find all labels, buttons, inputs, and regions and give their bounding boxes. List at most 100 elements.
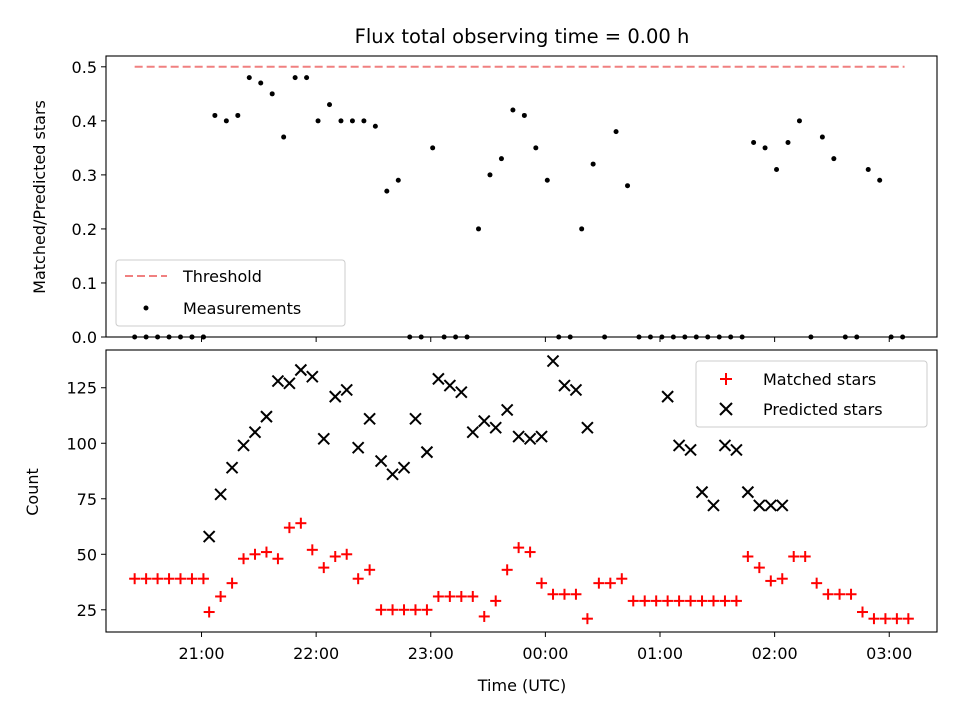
predicted-star-marker xyxy=(764,499,778,512)
bottom-y-tick-label: 100 xyxy=(66,434,97,453)
matched-star-marker xyxy=(856,606,868,618)
matched-star-marker xyxy=(129,573,141,585)
predicted-star-marker xyxy=(512,430,525,443)
matched-star-marker xyxy=(730,595,742,607)
measurement-point xyxy=(762,145,768,151)
predicted-star-marker xyxy=(443,379,457,392)
top-y-tick-label: 0.3 xyxy=(72,166,97,185)
predicted-star-marker xyxy=(202,530,216,543)
measurement-point xyxy=(877,177,883,183)
predicted-legend-marker xyxy=(719,402,733,416)
predicted-legend-label: Predicted stars xyxy=(763,400,883,419)
measurement-point xyxy=(590,161,596,167)
matched-star-marker xyxy=(891,613,903,625)
top-y-tick-label: 0.0 xyxy=(72,328,97,347)
predicted-star-marker xyxy=(351,441,365,454)
predicted-star-marker xyxy=(535,430,548,443)
matched-star-marker xyxy=(845,588,857,600)
measurement-point xyxy=(258,80,264,86)
matched-star-marker xyxy=(387,604,399,616)
measurement-point xyxy=(349,118,355,124)
measurement-point xyxy=(372,123,378,129)
predicted-star-marker xyxy=(455,385,468,399)
matched-star-marker xyxy=(513,542,525,554)
matched-star-marker xyxy=(140,573,152,585)
matched-star-marker xyxy=(524,546,536,558)
predicted-star-marker xyxy=(753,499,766,512)
bottom-y-tick-label: 50 xyxy=(77,545,97,564)
predicted-star-marker xyxy=(776,499,789,512)
matched-star-marker xyxy=(260,546,272,558)
matched-legend-label: Matched stars xyxy=(763,370,876,389)
predicted-star-marker xyxy=(248,425,262,439)
measurement-point xyxy=(327,102,333,108)
matched-star-marker xyxy=(765,575,777,587)
measurements-legend-marker xyxy=(143,305,149,311)
matched-star-marker xyxy=(650,595,662,607)
predicted-star-marker xyxy=(581,421,594,434)
predicted-star-marker xyxy=(478,414,491,428)
predicted-star-marker xyxy=(489,421,502,434)
matched-star-marker xyxy=(834,588,846,600)
matched-star-marker xyxy=(868,613,880,625)
matched-star-marker xyxy=(295,517,307,529)
matched-star-marker xyxy=(719,595,731,607)
predicted-star-marker xyxy=(672,439,686,452)
predicted-star-marker xyxy=(225,461,239,474)
matched-star-marker xyxy=(547,588,559,600)
x-tick-label: 22:00 xyxy=(293,644,339,663)
measurement-point xyxy=(476,226,482,232)
measurement-point xyxy=(269,91,275,97)
predicted-star-marker xyxy=(661,390,674,403)
predicted-star-marker xyxy=(374,454,388,468)
matched-star-marker xyxy=(352,573,364,585)
matched-star-marker xyxy=(776,573,788,585)
measurement-point xyxy=(533,145,539,151)
top-plot-area: 0.0 0.1 0.2 0.3 0.4 0.5 xyxy=(72,58,906,347)
predicted-star-marker xyxy=(569,383,583,397)
matched-star-marker xyxy=(238,553,250,565)
matched-star-marker xyxy=(375,604,387,616)
bottom-y-tick-label: 25 xyxy=(77,601,97,620)
matched-star-marker xyxy=(306,544,318,556)
measurement-point xyxy=(292,75,298,81)
measurement-point xyxy=(865,166,871,172)
matched-star-marker xyxy=(673,595,685,607)
bottom-y-tick-label: 125 xyxy=(66,379,97,398)
predicted-star-marker xyxy=(718,439,732,452)
measurement-point xyxy=(625,183,631,189)
measurement-point xyxy=(831,156,837,162)
top-axes-frame xyxy=(105,55,938,338)
predicted-star-marker xyxy=(283,377,296,390)
predicted-star-marker xyxy=(730,443,743,457)
matched-star-marker xyxy=(788,551,800,563)
predicted-star-marker xyxy=(363,412,376,426)
matched-star-marker xyxy=(799,551,811,563)
measurement-point xyxy=(395,177,401,183)
top-y-tick-label: 0.2 xyxy=(72,220,97,239)
matched-star-marker xyxy=(215,590,227,602)
matched-star-marker xyxy=(444,590,456,602)
predicted-star-marker xyxy=(340,383,353,397)
matched-star-marker xyxy=(627,595,639,607)
predicted-star-marker xyxy=(294,363,308,377)
measurement-point xyxy=(212,112,218,118)
matched-star-marker xyxy=(152,573,164,585)
matched-star-marker xyxy=(398,604,410,616)
matched-star-marker xyxy=(318,562,330,574)
x-axis-label: Time (UTC) xyxy=(477,676,566,695)
matched-star-marker xyxy=(604,577,616,589)
x-tick-label: 00:00 xyxy=(522,644,568,663)
measurement-point xyxy=(361,118,367,124)
matched-star-marker xyxy=(432,590,444,602)
matched-star-marker xyxy=(593,577,605,589)
measurement-point xyxy=(510,107,516,113)
matched-star-marker xyxy=(467,590,479,602)
measurement-point xyxy=(613,129,619,135)
predicted-star-marker xyxy=(386,468,399,481)
measurement-point xyxy=(304,75,310,81)
measurement-point xyxy=(774,166,780,172)
matched-star-marker xyxy=(696,595,708,607)
matched-star-marker xyxy=(163,573,175,585)
